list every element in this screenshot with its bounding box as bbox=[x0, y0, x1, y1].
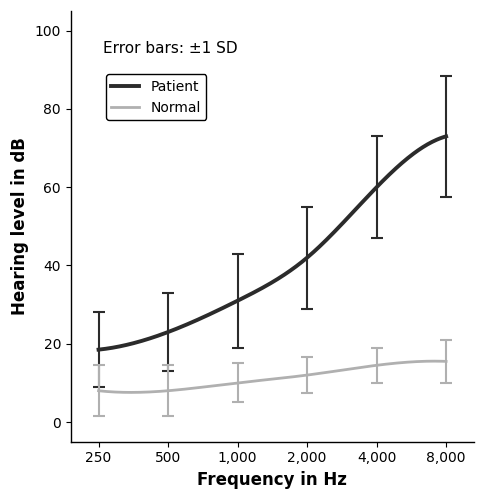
Patient bbox=[97, 346, 103, 352]
Normal bbox=[95, 388, 101, 394]
Text: Error bars: ±1 SD: Error bars: ±1 SD bbox=[103, 41, 237, 56]
Normal bbox=[303, 372, 309, 378]
Normal bbox=[431, 358, 437, 364]
Normal bbox=[442, 358, 448, 364]
Patient bbox=[95, 346, 101, 352]
Patient bbox=[301, 257, 306, 263]
Normal bbox=[128, 390, 134, 396]
Normal bbox=[411, 358, 417, 364]
Line: Patient: Patient bbox=[98, 136, 445, 350]
Normal bbox=[302, 372, 308, 378]
Patient bbox=[302, 256, 308, 262]
Normal bbox=[309, 372, 315, 378]
Patient bbox=[410, 150, 416, 156]
X-axis label: Frequency in Hz: Frequency in Hz bbox=[197, 471, 347, 489]
Legend: Patient, Normal: Patient, Normal bbox=[106, 74, 206, 120]
Y-axis label: Hearing level in dB: Hearing level in dB bbox=[11, 138, 29, 316]
Normal bbox=[97, 388, 103, 394]
Patient bbox=[388, 170, 393, 175]
Patient bbox=[442, 134, 448, 140]
Patient bbox=[308, 251, 314, 257]
Line: Normal: Normal bbox=[98, 361, 445, 392]
Normal bbox=[389, 360, 395, 366]
